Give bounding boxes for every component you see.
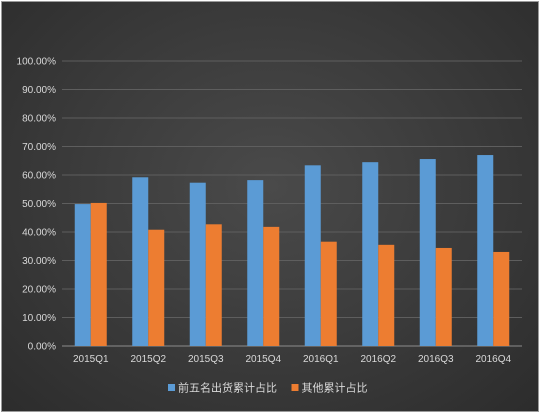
y-tick-label: 90.00% [22,85,56,96]
y-tick-label: 80.00% [22,114,56,125]
legend-swatch-top5 [168,384,175,391]
y-tick-label: 60.00% [22,171,56,182]
x-tick-label: 2016Q4 [475,354,511,365]
bars [74,155,510,346]
bar-others [320,241,337,346]
bar-top5 [304,165,321,346]
bar-top5 [362,162,379,346]
y-tick-label: 70.00% [22,142,56,153]
bar-top5 [74,204,91,346]
x-tick-label: 2016Q3 [418,354,454,365]
bar-others [148,229,165,346]
x-tick-label: 2015Q1 [73,354,109,365]
gridlines [62,60,522,347]
bar-top5 [132,177,149,346]
y-tick-label: 100.00% [17,57,57,68]
bar-others [263,226,280,346]
bar-others [493,251,510,346]
bar-others [435,247,452,346]
y-tick-label: 30.00% [22,256,56,267]
y-tick-label: 40.00% [22,228,56,239]
x-tick-label: 2015Q3 [188,354,224,365]
legend: 前五名出货累计占比 其他累计占比 [168,381,368,395]
y-tick-label: 50.00% [22,199,56,210]
bar-top5 [189,182,206,346]
x-tick-label: 2015Q2 [130,354,166,365]
x-tick-label: 2015Q4 [245,354,281,365]
bar-top5 [247,180,264,346]
x-tick-label: 2016Q1 [303,354,339,365]
legend-swatch-others [291,384,299,391]
bar-others [378,244,395,346]
bar-others [90,202,107,346]
y-tick-label: 0.00% [28,342,56,353]
y-tick-label: 20.00% [22,285,56,296]
x-tick-label: 2016Q2 [360,354,396,365]
legend-label: 其他累计占比 [302,381,368,395]
x-axis-ticks: 2015Q1 2015Q2 2015Q3 2015Q4 2016Q1 2016Q2 2016… [73,354,512,365]
bar-top5 [477,155,494,346]
y-tick-label: 10.00% [22,313,56,324]
bar-others [205,224,222,346]
bar-top5 [419,159,436,346]
y-axis-ticks: 0.00% 10.00% 20.00% 30.00% 40.00% 50.00% 60.00… [17,57,57,353]
legend-label: 前五名出货累计占比 [178,381,277,395]
